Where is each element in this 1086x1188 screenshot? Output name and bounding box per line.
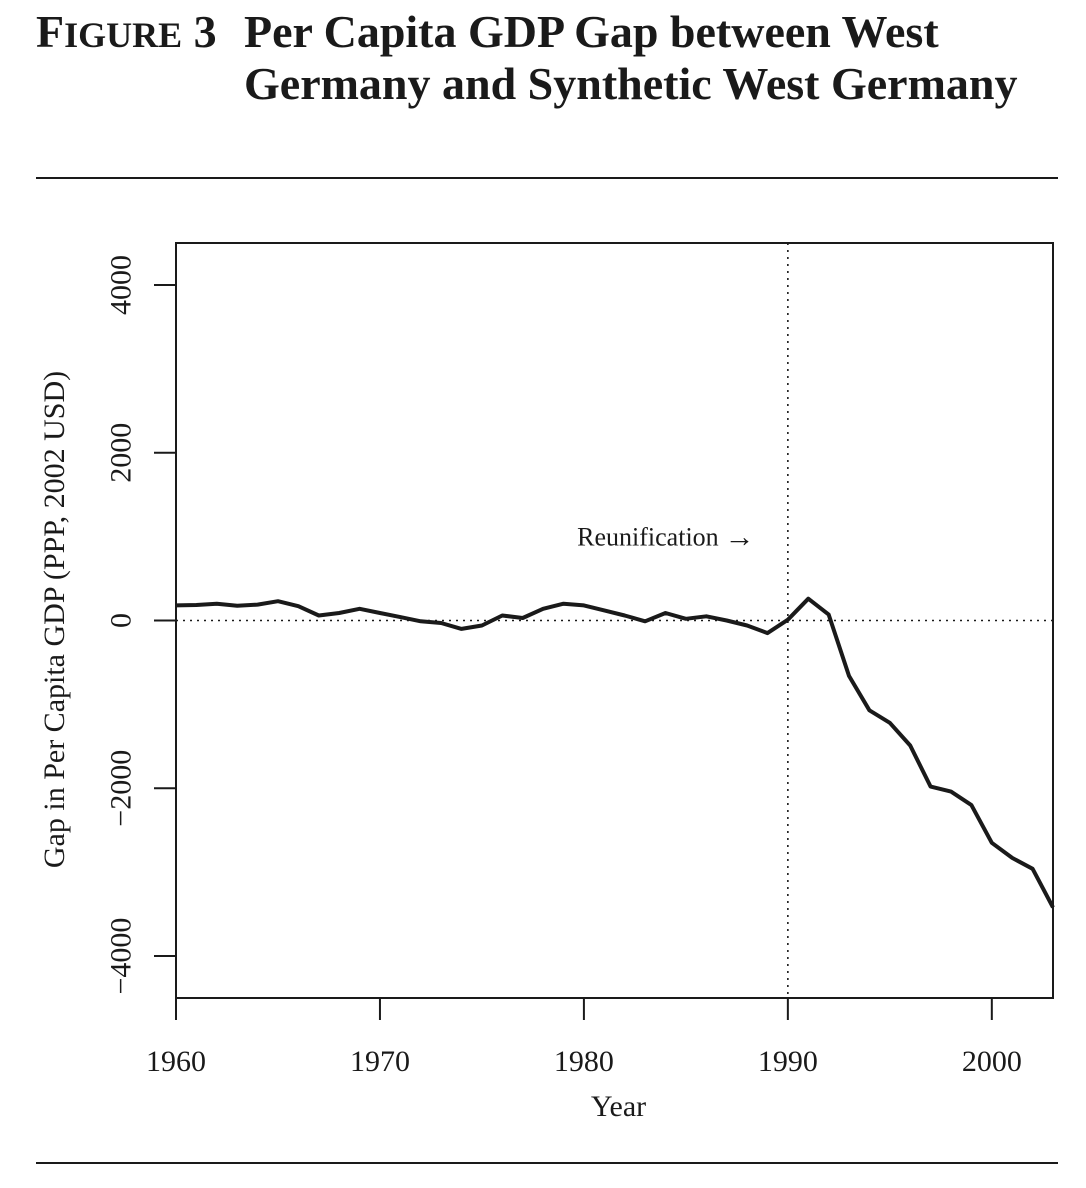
y-tick-label: 0 [105, 613, 138, 628]
x-axis-label: Year [591, 1090, 646, 1123]
series-layer [175, 596, 1055, 909]
y-axis-label: Gap in Per Capita GDP (PPP, 2002 USD) [38, 371, 71, 868]
y-axis: −4000 −2000 0 2000 4000 [105, 255, 176, 995]
bottom-rule [36, 1162, 1058, 1164]
annotation: Reunification → [577, 521, 755, 554]
x-tick-label: 2000 [962, 1045, 1022, 1078]
x-tick-label: 1980 [554, 1045, 614, 1078]
x-axis: 1960 1970 1980 1990 2000 [146, 998, 1022, 1078]
y-tick-label: −2000 [105, 750, 138, 827]
series-line-gap [175, 596, 1055, 909]
y-tick-label: −4000 [105, 918, 138, 995]
plot-frame [175, 242, 1054, 999]
y-tick-label: 4000 [105, 255, 138, 315]
y-tick-label: 2000 [105, 423, 138, 483]
figure-title: Per Capita GDP Gap between West Germany … [244, 6, 1018, 109]
x-tick-label: 1970 [350, 1045, 410, 1078]
figure-label: FIGURE 3 [36, 6, 217, 57]
x-tick-label: 1960 [146, 1045, 206, 1078]
reference-lines [176, 243, 1053, 998]
top-rule [36, 177, 1058, 179]
reunification-arrow-icon: → [725, 521, 755, 554]
x-tick-label: 1990 [758, 1045, 818, 1078]
reunification-label: Reunification [577, 523, 719, 552]
